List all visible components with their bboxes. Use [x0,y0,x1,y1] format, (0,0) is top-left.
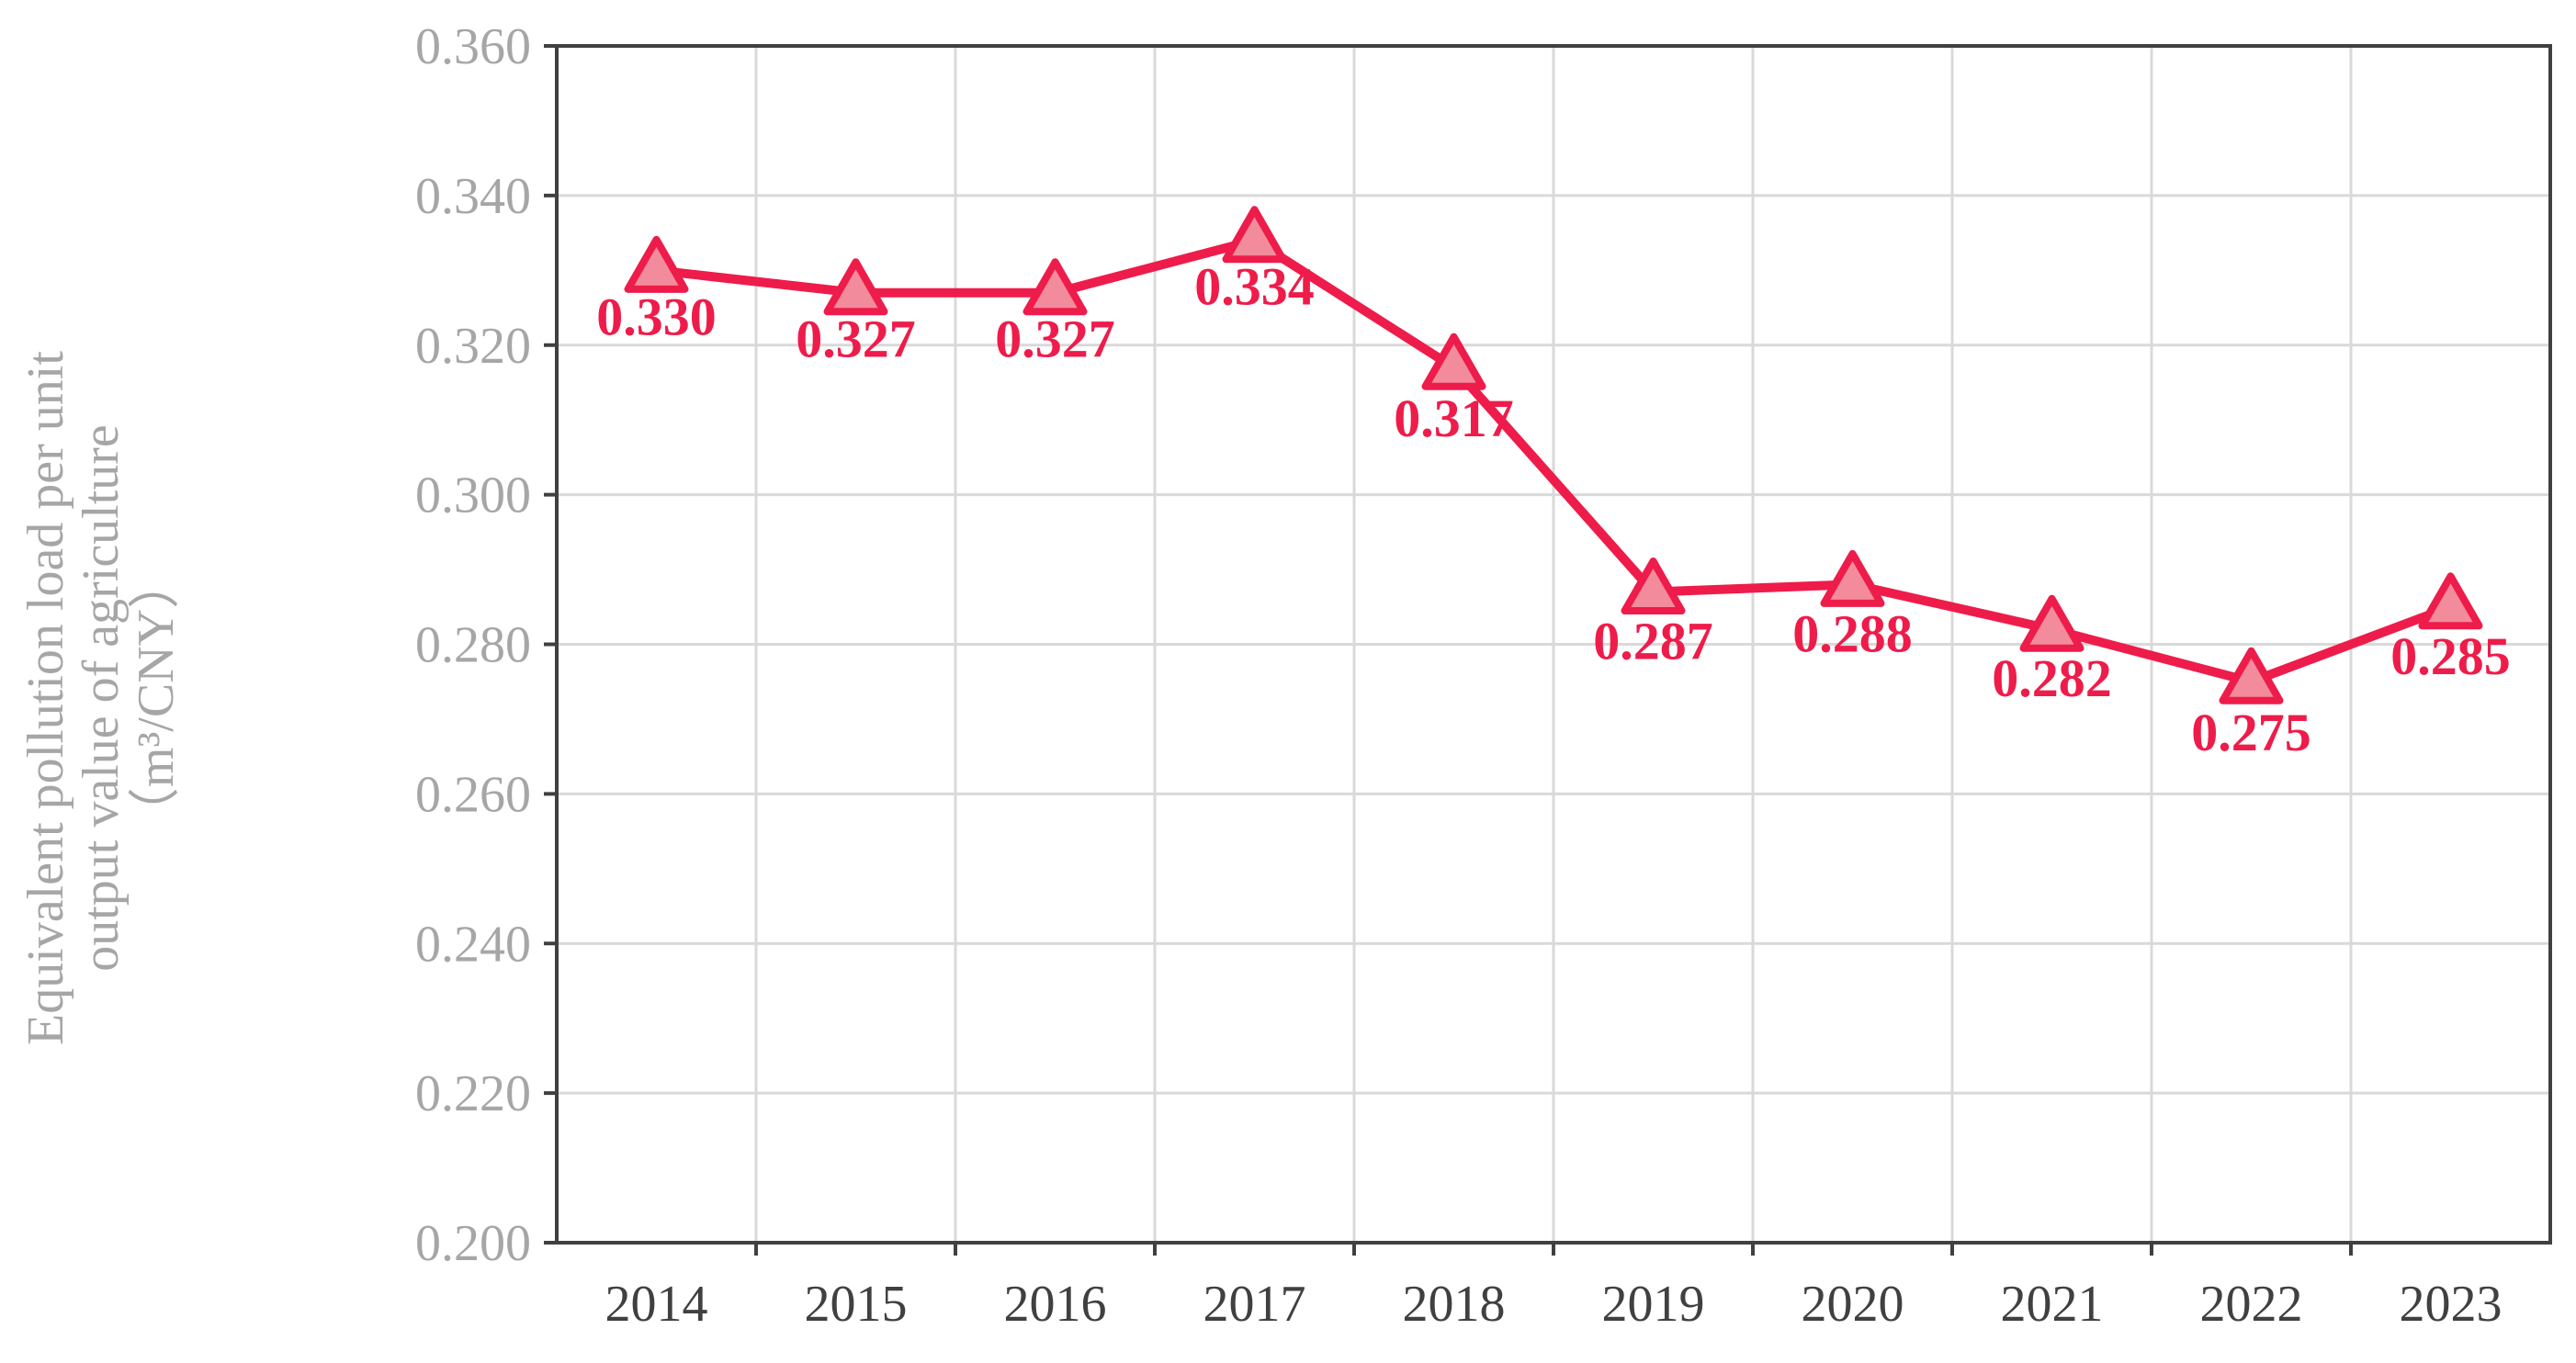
x-tick-label: 2018 [1403,1276,1506,1333]
y-tick-label: 0.200 [415,1215,531,1272]
data-label: 0.287 [1593,611,1713,670]
data-point-marker [1022,258,1088,316]
data-point-marker [2019,594,2085,652]
x-tick-label: 2020 [1802,1276,1904,1333]
y-tick-label: 0.320 [415,318,531,375]
y-tick-label: 0.220 [415,1065,531,1122]
data-label: 0.285 [2390,626,2511,686]
series-line [655,235,2453,687]
x-tick-label: 2017 [1203,1276,1306,1333]
data-point-marker [1222,206,1287,264]
data-point-marker [1820,549,1885,607]
data-label: 0.288 [1792,603,1913,663]
x-tick-label: 2019 [1602,1276,1705,1333]
x-tick-label: 2014 [605,1276,708,1333]
data-label: 0.334 [1194,257,1315,317]
data-label: 0.275 [2191,703,2311,762]
x-axis-ticks: 2014 2015 2016 2017 2018 2019 2020 2021 2022 2023 [605,1243,2503,1333]
x-tick-label: 2023 [2400,1276,2503,1333]
data-label: 0.330 [596,287,717,346]
data-point-marker [2418,572,2483,630]
y-tick-label: 0.260 [415,766,531,823]
data-label: 0.317 [1394,389,1514,448]
y-axis-label: Equivalent pollution load per unitoutput… [17,351,185,1045]
y-tick-label: 0.300 [415,467,531,524]
data-point-marker [1621,558,1686,615]
data-point-marker [1421,332,1486,390]
y-tick-label: 0.280 [415,617,531,674]
x-tick-label: 2016 [1004,1276,1107,1333]
data-label: 0.327 [796,310,916,369]
y-tick-label: 0.240 [415,916,531,973]
x-tick-label: 2015 [805,1276,908,1333]
data-series: 0.330 0.327 0.327 0.334 0.317 0.287 0.288 0.282… [596,206,2511,762]
y-axis-ticks: 0.200 0.220 0.240 0.260 0.280 0.300 0.320 0.340… [415,18,557,1272]
data-point-marker [2219,647,2284,704]
data-label: 0.282 [1992,648,2112,708]
y-tick-label: 0.360 [415,18,531,75]
x-tick-label: 2021 [2001,1276,2104,1333]
grid-lines [557,44,2550,1245]
data-point-marker [624,235,689,293]
x-tick-label: 2022 [2200,1276,2303,1333]
data-point-marker [823,258,888,316]
data-label: 0.327 [995,310,1115,369]
y-tick-label: 0.340 [415,168,531,225]
